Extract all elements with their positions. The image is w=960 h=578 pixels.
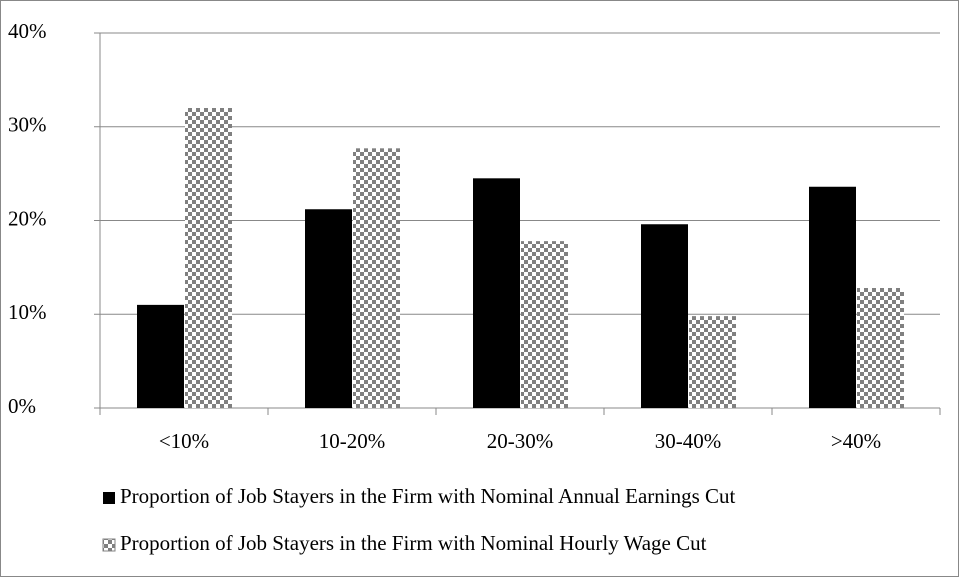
x-tick-label: 30-40%: [655, 429, 722, 453]
x-tick-label: 20-30%: [487, 429, 554, 453]
bar: [473, 178, 520, 408]
x-tick-label: <10%: [159, 429, 209, 453]
bar: [809, 186, 856, 408]
legend-swatch: [102, 538, 116, 552]
y-tick-label: 10%: [8, 300, 47, 324]
bar: [353, 148, 400, 408]
bar: [689, 316, 736, 408]
bar: [185, 108, 232, 408]
legend-label: Proportion of Job Stayers in the Firm wi…: [120, 531, 707, 555]
y-tick-label: 40%: [8, 19, 47, 43]
bar: [521, 241, 568, 408]
bar: [137, 304, 184, 408]
legend-swatch: [103, 492, 115, 504]
bar: [857, 288, 904, 408]
bar: [305, 209, 352, 408]
legend-label: Proportion of Job Stayers in the Firm wi…: [120, 484, 736, 508]
x-tick-label: 10-20%: [319, 429, 386, 453]
x-tick-label: >40%: [831, 429, 881, 453]
y-tick-label: 20%: [8, 206, 47, 230]
bar: [641, 224, 688, 408]
y-tick-label: 30%: [8, 113, 47, 137]
y-tick-label: 0%: [8, 394, 36, 418]
